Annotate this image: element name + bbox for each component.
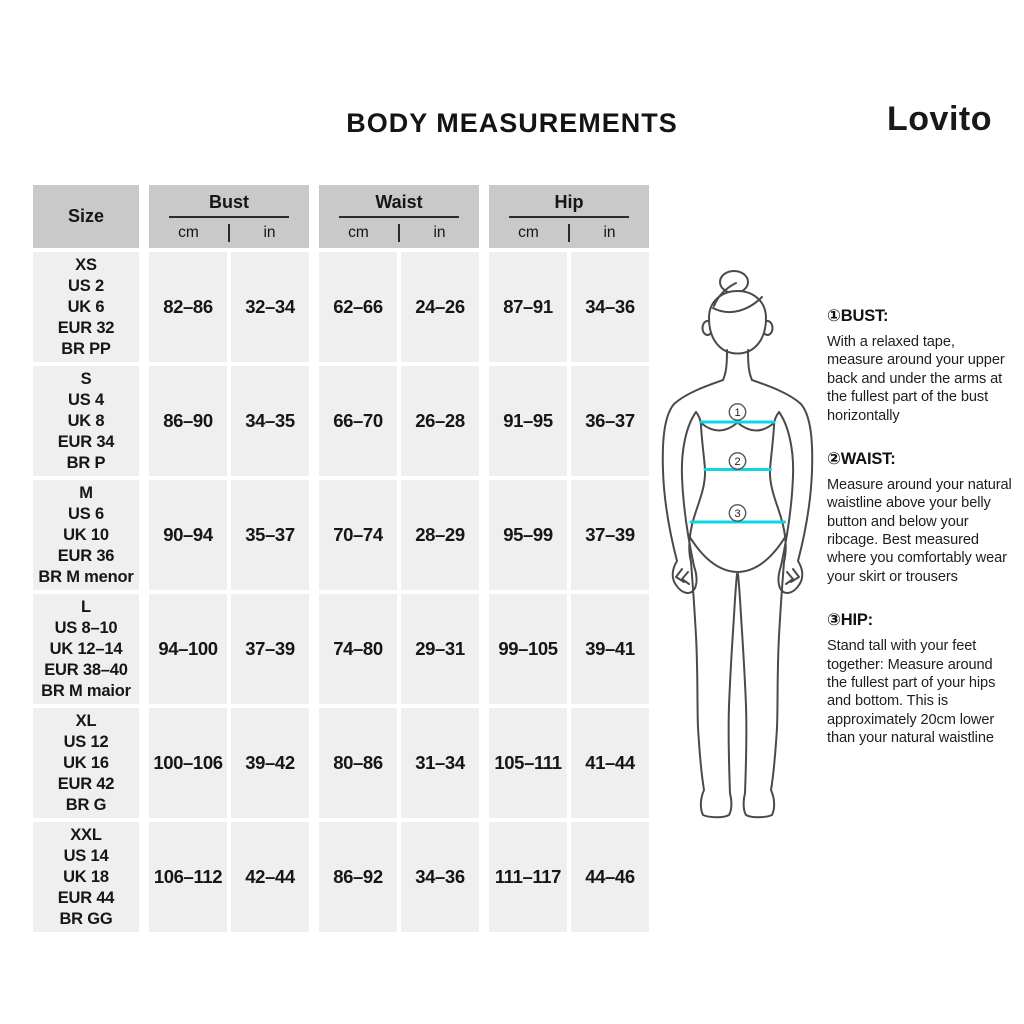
unit-divider bbox=[398, 224, 400, 242]
unit-cm-label: cm bbox=[348, 224, 369, 241]
waist-marker-number: 2 bbox=[734, 456, 740, 468]
unit-in-label: in bbox=[603, 224, 616, 241]
hair-swoop bbox=[712, 296, 763, 313]
neck-line bbox=[722, 349, 728, 381]
waist-instruction-heading: ②WAIST: bbox=[827, 449, 896, 468]
table-cell: 86–90 bbox=[149, 366, 227, 476]
table-cell: 34–36 bbox=[571, 252, 649, 362]
hip-marker-number: 3 bbox=[734, 508, 740, 520]
table-cell: 99–105 bbox=[489, 594, 567, 704]
table-cell: 62–66 bbox=[319, 252, 397, 362]
body-outline bbox=[661, 379, 738, 819]
waist-instruction: ②WAIST: Measure around your natural wais… bbox=[827, 449, 1013, 586]
unit-in-label: in bbox=[433, 224, 446, 241]
table-cell: 29–31 bbox=[401, 594, 479, 704]
table-cell: 37–39 bbox=[571, 480, 649, 590]
hand-fingers bbox=[681, 571, 690, 585]
hair-part bbox=[713, 282, 737, 307]
head-outline bbox=[708, 290, 767, 355]
table-cell: 34–35 bbox=[231, 366, 309, 476]
table-cell: 36–37 bbox=[571, 366, 649, 476]
table-cell: 80–86 bbox=[319, 708, 397, 818]
hip-instruction: ③HIP: Stand tall with your feet together… bbox=[827, 610, 1013, 747]
size-cell-m: M US 6 UK 10 EUR 36 BR M menor bbox=[33, 480, 139, 590]
bust-column-header: Bust cm in bbox=[149, 185, 309, 248]
table-cell: 39–41 bbox=[571, 594, 649, 704]
table-cell: 66–70 bbox=[319, 366, 397, 476]
bust-instruction: ①BUST: With a relaxed tape, measure arou… bbox=[827, 306, 1013, 425]
bust-marker-number: 1 bbox=[734, 407, 740, 419]
brand-logo: Lovito bbox=[887, 100, 992, 138]
table-cell: 105–111 bbox=[489, 708, 567, 818]
bust-curve bbox=[700, 422, 738, 432]
waist-instruction-body: Measure around your natural waistline ab… bbox=[827, 476, 1012, 585]
table-cell: 87–91 bbox=[489, 252, 567, 362]
table-cell: 41–44 bbox=[571, 708, 649, 818]
waist-column-header: Waist cm in bbox=[319, 185, 479, 248]
hip-instruction-body: Stand tall with your feet together: Meas… bbox=[827, 638, 996, 746]
unit-divider bbox=[228, 224, 230, 242]
table-cell: 32–34 bbox=[231, 252, 309, 362]
table-cell: 94–100 bbox=[149, 594, 227, 704]
table-cell: 44–46 bbox=[571, 822, 649, 932]
table-cell: 26–28 bbox=[401, 366, 479, 476]
hip-label: Hip bbox=[554, 192, 584, 212]
table-cell: 111–117 bbox=[489, 822, 567, 932]
table-cell: 82–86 bbox=[149, 252, 227, 362]
hip-instruction-heading: ③HIP: bbox=[827, 611, 873, 630]
table-cell: 39–42 bbox=[231, 708, 309, 818]
table-cell: 74–80 bbox=[319, 594, 397, 704]
waist-label: Waist bbox=[375, 192, 423, 212]
measurement-instructions: ①BUST: With a relaxed tape, measure arou… bbox=[827, 306, 1013, 771]
unit-cm-label: cm bbox=[178, 224, 199, 241]
table-cell: 24–26 bbox=[401, 252, 479, 362]
waist-marker bbox=[728, 452, 747, 470]
size-cell-xs: XS US 2 UK 6 EUR 32 BR PP bbox=[33, 252, 139, 362]
table-cell: 90–94 bbox=[149, 480, 227, 590]
table-cell: 70–74 bbox=[319, 480, 397, 590]
bust-marker bbox=[728, 403, 747, 421]
table-cell: 95–99 bbox=[489, 480, 567, 590]
hip-column-header: Hip cm in bbox=[489, 185, 649, 248]
table-cell: 31–34 bbox=[401, 708, 479, 818]
unit-cm-label: cm bbox=[518, 224, 539, 241]
unit-divider bbox=[568, 224, 570, 242]
table-cell: 91–95 bbox=[489, 366, 567, 476]
header-rule bbox=[509, 216, 629, 218]
size-cell-s: S US 4 UK 8 EUR 34 BR P bbox=[33, 366, 139, 476]
table-cell: 37–39 bbox=[231, 594, 309, 704]
bikini-line bbox=[687, 533, 738, 573]
table-cell: 34–36 bbox=[401, 822, 479, 932]
table-cell: 28–29 bbox=[401, 480, 479, 590]
size-cell-l: L US 8–10 UK 12–14 EUR 38–40 BR M maior bbox=[33, 594, 139, 704]
size-cell-xl: XL US 12 UK 16 EUR 42 BR G bbox=[33, 708, 139, 818]
bust-label: Bust bbox=[209, 192, 249, 212]
table-cell: 42–44 bbox=[231, 822, 309, 932]
table-cell: 86–92 bbox=[319, 822, 397, 932]
bust-instruction-heading: ①BUST: bbox=[827, 307, 889, 325]
hand-fingers bbox=[675, 568, 685, 583]
body-figure-illustration: 1 2 3 bbox=[661, 270, 814, 819]
hip-marker bbox=[728, 504, 747, 522]
table-cell: 100–106 bbox=[149, 708, 227, 818]
bust-instruction-body: With a relaxed tape, measure around your… bbox=[827, 334, 1005, 424]
size-cell-xxl: XXL US 14 UK 18 EUR 44 BR GG bbox=[33, 822, 139, 932]
page-title: BODY MEASUREMENTS bbox=[346, 108, 678, 138]
header-rule bbox=[169, 216, 289, 218]
unit-in-label: in bbox=[263, 224, 276, 241]
table-cell: 106–112 bbox=[149, 822, 227, 932]
header-rule bbox=[339, 216, 459, 218]
table-cell: 35–37 bbox=[231, 480, 309, 590]
size-table: Size Bust cm in Waist cm in Hip cm bbox=[33, 185, 649, 932]
hair-bun bbox=[719, 270, 749, 294]
size-column-header: Size bbox=[33, 185, 139, 248]
